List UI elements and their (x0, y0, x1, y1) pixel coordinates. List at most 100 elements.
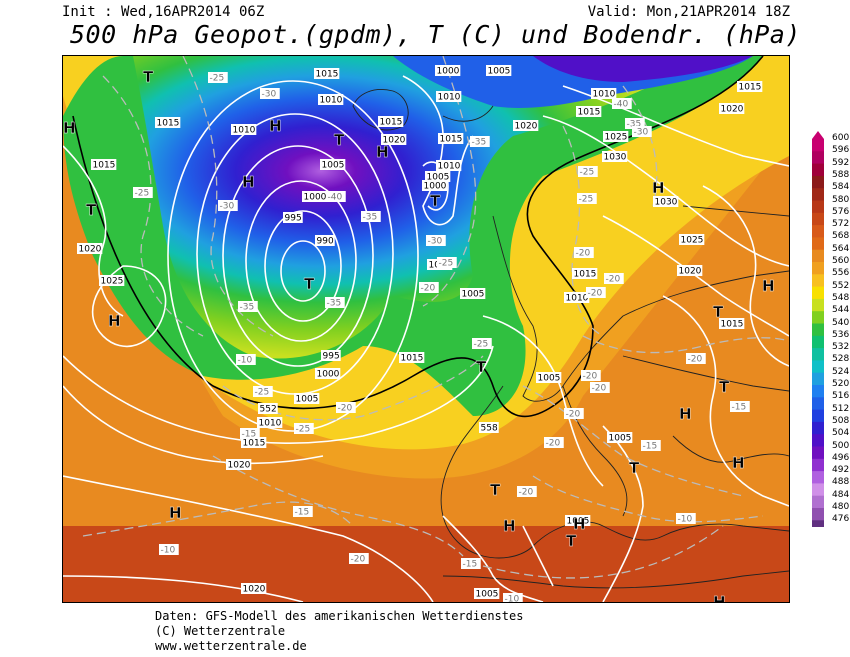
svg-text:1020: 1020 (243, 585, 266, 595)
svg-text:-25: -25 (439, 259, 454, 269)
pressure-label: 1015 (719, 318, 745, 330)
colorbar-tick-label: 552 (832, 280, 850, 291)
colorbar-swatch (812, 421, 824, 435)
colorbar-swatch (812, 188, 824, 201)
colorbar-swatch (812, 286, 824, 300)
colorbar-swatch (812, 360, 824, 374)
credits-copyright: (C) Wetterzentrale (155, 624, 286, 638)
temperature-label: -30 (632, 126, 652, 138)
colorbar-tick-label: 556 (832, 268, 850, 279)
svg-text:-25: -25 (255, 388, 270, 398)
colorbar-tick-label: 560 (832, 256, 850, 266)
svg-text:-20: -20 (519, 488, 534, 498)
pressure-label: 1015 (91, 159, 117, 171)
svg-text:-15: -15 (242, 430, 257, 440)
svg-text:-25: -25 (579, 195, 594, 205)
pressure-label: 1015 (737, 81, 763, 93)
pressure-label: 995 (321, 350, 341, 362)
temperature-label: -25 (437, 257, 457, 269)
temperature-label: -25 (133, 187, 153, 199)
colorbar-swatch (812, 237, 824, 251)
svg-text:1010: 1010 (320, 96, 343, 106)
colorbar-swatch (812, 151, 824, 165)
pressure-label: 995 (283, 212, 303, 224)
svg-text:-15: -15 (295, 508, 310, 518)
low-pressure-marker: T (143, 68, 154, 86)
svg-text:-20: -20 (566, 410, 581, 420)
pressure-label: 1010 (564, 292, 590, 304)
svg-text:-40: -40 (328, 193, 343, 203)
temperature-label: -20 (419, 282, 439, 294)
high-pressure-marker: H (762, 277, 775, 295)
colorbar-tick-label: 508 (832, 415, 850, 426)
svg-text:1005: 1005 (322, 161, 345, 171)
svg-text:1020: 1020 (679, 267, 702, 277)
svg-text:1015: 1015 (401, 354, 424, 364)
temperature-label: -25 (294, 423, 314, 435)
temperature-label: -15 (641, 440, 661, 452)
svg-text:1010: 1010 (259, 419, 282, 429)
pressure-label: 1010 (436, 160, 462, 172)
colorbar-tick-label: 576 (832, 206, 850, 217)
temperature-label: -40 (612, 98, 632, 110)
colorbar-tick-label: 480 (832, 502, 850, 512)
colorbar-swatch (812, 274, 824, 288)
isotherms (82, 56, 789, 579)
high-pressure-marker: H (269, 117, 282, 135)
temperature-label: -20 (336, 402, 356, 414)
pressure-label: 1005 (536, 372, 562, 384)
svg-text:1010: 1010 (233, 126, 256, 136)
colorbar-tick-label: 548 (832, 292, 850, 303)
colorbar-tick-label: 500 (832, 440, 850, 451)
temperature-labels: -25-30-25-30-35-40-30-25-20-35 -35-35-40-… (133, 72, 750, 602)
low-pressure-marker: T (430, 192, 441, 210)
svg-text:-10: -10 (238, 356, 253, 366)
svg-text:-25: -25 (135, 189, 150, 199)
colorbar-tick-label: 504 (832, 428, 850, 439)
svg-text:-30: -30 (220, 202, 235, 212)
temperature-label: -20 (586, 287, 606, 299)
credits: Daten: GFS-Modell des amerikanischen Wet… (155, 609, 523, 654)
svg-text:-15: -15 (643, 442, 658, 452)
pressure-label: 1005 (607, 432, 633, 444)
svg-text:1030: 1030 (655, 198, 678, 208)
svg-text:1020: 1020 (515, 122, 538, 132)
pressure-label: 1005 (460, 288, 486, 300)
low-pressure-marker: T (490, 481, 501, 499)
credits-url[interactable]: www.wetterzentrale.de (155, 639, 307, 653)
low-pressure-marker: T (719, 378, 730, 396)
colorbar-swatch (812, 249, 824, 263)
weather-map: 1015 1000 1005 1010 1010 1010 1015 1020 1015 1010… (62, 55, 790, 603)
high-pressure-marker: H (713, 593, 726, 602)
colorbar-tick-label: 600 (832, 133, 850, 143)
colorbar-tick-label: 596 (832, 145, 850, 156)
svg-text:1025: 1025 (681, 236, 704, 246)
svg-text:1005: 1005 (488, 67, 511, 77)
high-pressure-marker: H (63, 119, 76, 137)
svg-text:1010: 1010 (438, 162, 461, 172)
temperature-label: -15 (730, 401, 750, 413)
pressure-label: 1025 (99, 275, 125, 287)
temperature-label: -20 (517, 486, 537, 498)
svg-text:-20: -20 (583, 372, 598, 382)
svg-text:1015: 1015 (440, 135, 463, 145)
colorbar-swatch (812, 483, 824, 497)
temperature-label: -15 (293, 506, 313, 518)
temperature-label: -25 (577, 193, 597, 205)
colorbar-tick-label: 572 (832, 219, 850, 230)
pressure-label: 1010 (257, 417, 283, 429)
svg-text:1025: 1025 (605, 133, 628, 143)
pressure-label: 1020 (513, 120, 539, 132)
pressure-label: 1015 (399, 352, 425, 364)
colorbar-tick-label: 484 (832, 489, 850, 500)
init-time: Init : Wed,16APR2014 06Z (62, 4, 265, 20)
temperature-label: -25 (253, 386, 273, 398)
svg-text:1015: 1015 (316, 70, 339, 80)
svg-text:1015: 1015 (243, 439, 266, 449)
pressure-label: 1015 (438, 133, 464, 145)
temperature-label: -10 (159, 544, 179, 556)
svg-text:-25: -25 (474, 340, 489, 350)
colorbar-swatch (812, 262, 824, 275)
svg-text:995: 995 (323, 352, 340, 362)
pressure-label: 1010 (231, 124, 257, 136)
